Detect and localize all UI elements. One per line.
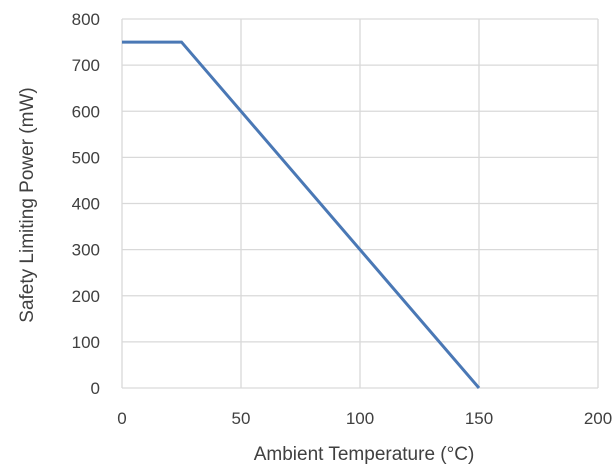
y-tick-label-100: 100 <box>72 333 100 352</box>
series-lines <box>122 40 481 389</box>
y-axis-tick-labels: 0 100 200 300 400 500 600 700 800 <box>72 10 100 398</box>
y-tick-label-200: 200 <box>72 287 100 306</box>
x-axis-title: Ambient Temperature (°C) <box>254 444 475 465</box>
y-tick-label-500: 500 <box>72 148 100 167</box>
y-tick-label-300: 300 <box>72 241 100 260</box>
y-axis-title: Safety Limiting Power (mW) <box>17 87 38 322</box>
x-tick-label-100: 100 <box>346 409 374 428</box>
x-tick-label-50: 50 <box>232 409 251 428</box>
x-tick-label-200: 200 <box>584 409 612 428</box>
y-tick-label-700: 700 <box>72 56 100 75</box>
x-tick-label-150: 150 <box>465 409 493 428</box>
series-line-0 <box>122 40 481 389</box>
y-tick-label-0: 0 <box>91 379 100 398</box>
x-tick-label-0: 0 <box>117 409 126 428</box>
y-tick-label-800: 800 <box>72 10 100 29</box>
y-tick-label-400: 400 <box>72 195 100 214</box>
x-axis-tick-labels: 0 50 100 150 200 <box>117 409 612 428</box>
y-tick-label-600: 600 <box>72 102 100 121</box>
grid-lines <box>121 18 599 389</box>
